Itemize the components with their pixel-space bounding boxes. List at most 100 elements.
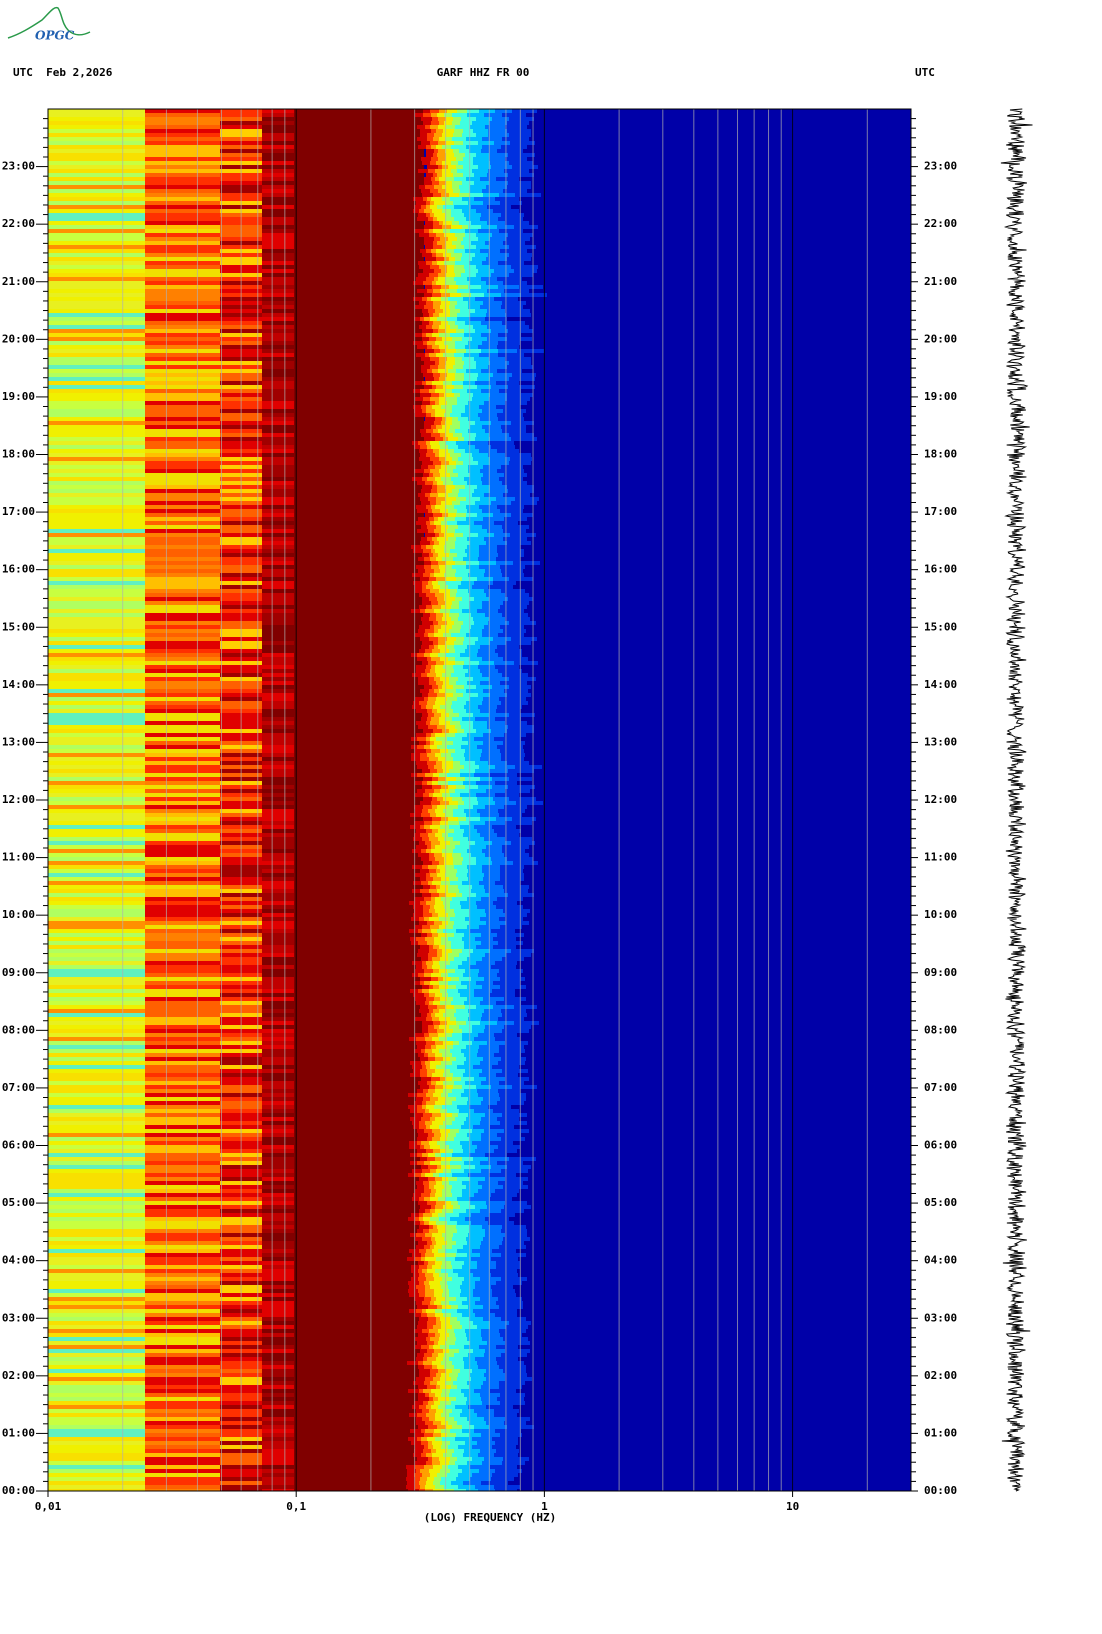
spectrogram-band: [456, 681, 467, 685]
spectrogram-band: [414, 205, 421, 209]
spectrogram-band: [445, 945, 451, 949]
spectrogram-band: [262, 181, 294, 185]
spectrogram-band: [145, 1377, 220, 1381]
spectrogram-band: [455, 373, 464, 377]
spectrogram-band: [426, 1309, 435, 1313]
spectrogram-band: [494, 1053, 521, 1057]
spectrogram-band: [502, 137, 529, 141]
spectrogram-band: [262, 273, 294, 277]
spectrogram-band: [440, 1137, 447, 1141]
spectrogram-band: [262, 1365, 294, 1369]
spectrogram-band: [262, 1245, 294, 1249]
spectrogram-band: [420, 1005, 428, 1009]
spectrogram-band: [469, 909, 485, 913]
spectrogram-band: [437, 597, 444, 601]
spectrogram-band: [477, 377, 490, 381]
spectrogram-band: [486, 1377, 505, 1381]
spectrogram-band: [439, 925, 446, 929]
spectrogram-band: [446, 565, 452, 569]
spectrogram-band: [460, 629, 470, 633]
spectrogram-band: [430, 1209, 435, 1213]
spectrogram-band: [444, 517, 455, 521]
spectrogram-band: [436, 1449, 447, 1453]
spectrogram-band: [443, 1085, 453, 1089]
spectrogram-band: [450, 589, 457, 593]
spectrogram-band: [424, 825, 430, 829]
spectrogram-band: [492, 1293, 516, 1297]
spectrogram-band: [430, 721, 439, 725]
spectrogram-band: [415, 1445, 424, 1449]
spectrogram-band: [462, 881, 479, 885]
spectrogram-band: [422, 309, 428, 313]
spectrogram-band: [262, 541, 294, 545]
spectrogram-band: [467, 645, 480, 649]
spectrogram-band: [262, 777, 294, 781]
spectrogram-band: [437, 1029, 444, 1033]
spectrogram-band: [429, 1393, 435, 1397]
spectrogram-band: [447, 773, 460, 777]
spectrogram-band: [430, 613, 436, 617]
spectrogram-band: [445, 485, 455, 489]
spectrogram-band: [454, 933, 464, 937]
spectrogram-band: [48, 385, 145, 389]
spectrogram-band: [48, 1485, 145, 1489]
spectrogram-band: [444, 121, 452, 125]
spectrogram-band: [422, 1105, 426, 1109]
spectrogram-band: [504, 1205, 531, 1209]
spectrogram-band: [417, 1325, 427, 1329]
spectrogram-band: [262, 909, 294, 913]
spectrogram-band: [485, 889, 504, 893]
spectrogram-band: [439, 449, 448, 453]
spectrogram-band: [469, 1197, 490, 1201]
spectrogram-band: [445, 829, 454, 833]
spectrogram-band: [262, 1341, 294, 1345]
spectrogram-band: [471, 625, 484, 629]
spectrogram-band: [478, 665, 495, 669]
spectrogram-band: [48, 225, 145, 229]
spectrogram-band: [145, 1421, 220, 1425]
spectrogram-band: [48, 1005, 145, 1009]
spectrogram-band: [456, 1241, 467, 1245]
spectrogram-band: [262, 1081, 294, 1085]
spectrogram-band: [440, 825, 449, 829]
spectrogram-band: [501, 213, 524, 217]
spectrogram-band: [453, 857, 463, 861]
spectrogram-band: [433, 1445, 441, 1449]
spectrogram-band: [437, 797, 443, 801]
spectrogram-band: [491, 1285, 513, 1289]
spectrogram-band: [262, 925, 294, 929]
spectrogram-band: [447, 317, 457, 321]
spectrogram-band: [463, 237, 478, 241]
spectrogram-band: [423, 341, 427, 345]
spectrogram-band: [465, 649, 478, 653]
spectrogram-band: [448, 889, 459, 893]
spectrogram-band: [145, 1313, 220, 1317]
spectrogram-band: [428, 1177, 435, 1181]
spectrogram-band: [464, 661, 479, 665]
spectrogram-band: [145, 1261, 220, 1265]
spectrogram-band: [509, 713, 535, 717]
spectrogram-band: [453, 1041, 459, 1045]
spectrogram-band: [446, 709, 453, 713]
spectrogram-band: [262, 989, 294, 993]
spectrogram-band: [480, 1209, 501, 1213]
spectrogram-band: [499, 477, 523, 481]
spectrogram-band: [478, 705, 497, 709]
spectrogram-band: [486, 1421, 504, 1425]
spectrogram-band: [48, 361, 145, 365]
spectrogram-band: [486, 1077, 505, 1081]
spectrogram-band: [455, 125, 470, 129]
spectrogram-band: [460, 653, 477, 657]
spectrogram-band: [436, 1257, 445, 1261]
spectrogram-band: [48, 161, 145, 165]
spectrogram-band: [469, 1385, 481, 1389]
spectrogram-band: [416, 669, 425, 673]
spectrogram-band: [48, 469, 145, 473]
spectrogram-band: [419, 1125, 426, 1129]
spectrogram-band: [494, 1485, 520, 1489]
spectrogram-band: [426, 1337, 430, 1341]
spectrogram-band: [411, 1441, 421, 1445]
spectrogram-band: [446, 869, 457, 873]
spectrogram-band: [429, 553, 433, 557]
spectrogram-band: [443, 381, 452, 385]
